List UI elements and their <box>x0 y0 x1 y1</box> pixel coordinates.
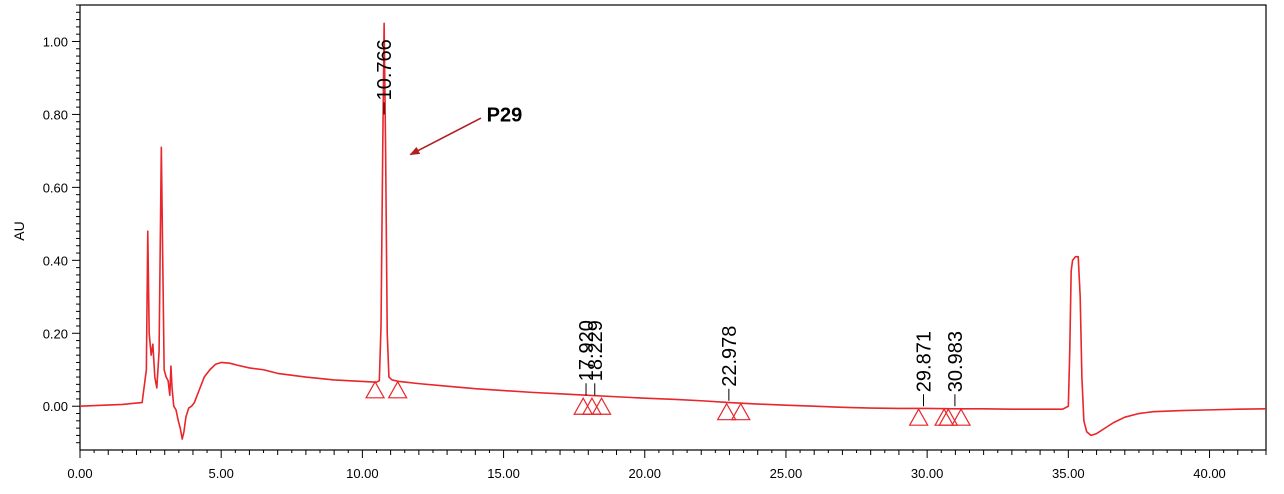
peak-marker <box>591 397 612 415</box>
peak-marker <box>938 407 959 426</box>
peak-marker <box>951 407 972 426</box>
x-tick-label: 20.00 <box>628 466 661 481</box>
peak-label: 10.766 <box>374 39 396 100</box>
peak-label: 22.978 <box>719 326 741 387</box>
x-tick-label: 5.00 <box>209 466 234 481</box>
plot-frame <box>79 4 1267 451</box>
annotation-group: P29 <box>409 104 523 156</box>
y-tick-label: 0.00 <box>43 399 68 414</box>
annotation-label: P29 <box>487 104 523 126</box>
y-tick-label: 1.00 <box>43 34 68 49</box>
x-tick-label: 0.00 <box>67 466 92 481</box>
x-tick-label: 25.00 <box>770 466 803 481</box>
x-tick-label: 10.00 <box>346 466 379 481</box>
peak-marker <box>908 407 929 426</box>
peak-marker <box>387 380 408 399</box>
axes <box>72 4 1267 458</box>
peak-marker <box>573 397 594 415</box>
y-tick-label: 0.20 <box>43 326 68 341</box>
x-tick-label: 35.00 <box>1052 466 1085 481</box>
annotation-arrow <box>409 117 482 156</box>
peak-label: 29.871 <box>914 331 936 392</box>
peak-marker <box>365 380 386 399</box>
peak-markers <box>365 380 972 426</box>
series-group <box>79 22 1267 440</box>
tick-labels: 0.00 5.00 10.00 15.00 20.00 25.00 30.00 35.00 40… <box>43 34 1226 481</box>
x-tick-label: 40.00 <box>1193 466 1226 481</box>
x-tick-label: 15.00 <box>487 466 520 481</box>
peak-marker <box>730 402 751 421</box>
y-axis-label: AU <box>11 221 27 240</box>
peak-marker <box>716 402 737 421</box>
x-tick-label: 30.00 <box>911 466 944 481</box>
y-tick-label: 0.80 <box>43 107 68 122</box>
peak-marker <box>581 397 602 415</box>
peak-label: 17.920 <box>576 320 598 381</box>
y-tick-label: 0.40 <box>43 253 68 268</box>
series-line <box>79 22 1267 440</box>
y-tick-label: 0.60 <box>43 180 68 195</box>
peak-label: 18.229 <box>585 320 607 381</box>
peak-label: 30.983 <box>945 331 967 392</box>
